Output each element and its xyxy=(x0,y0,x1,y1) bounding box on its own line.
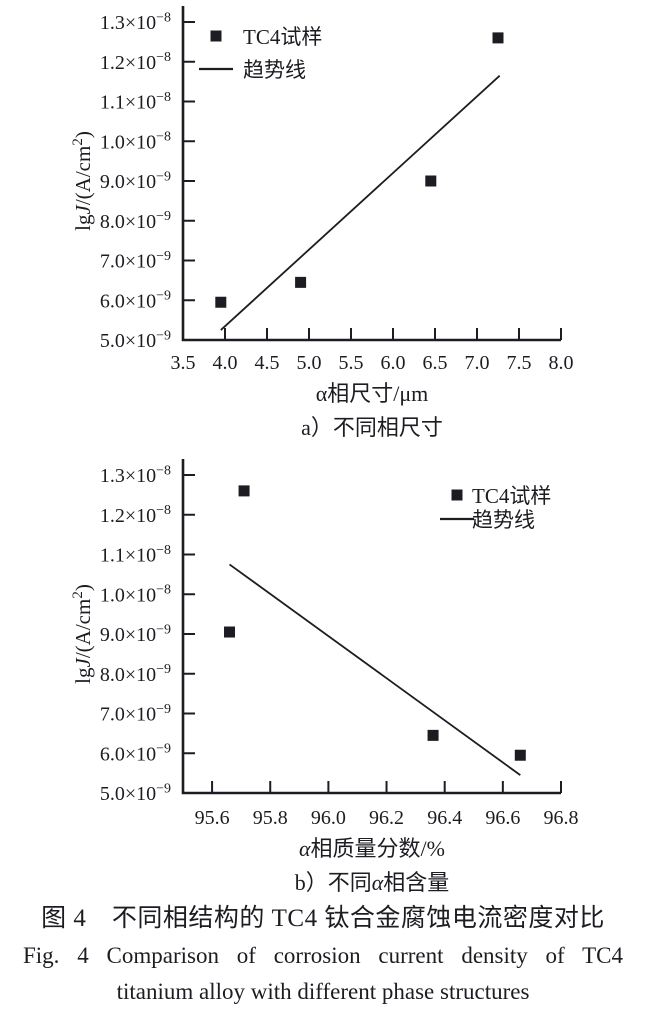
axis-spines xyxy=(181,6,561,342)
y-tick-label: 8.0×10−9 xyxy=(100,209,171,233)
y-tick-label: 5.0×10−9 xyxy=(100,328,171,352)
y-tick-label: 9.0×10−9 xyxy=(100,622,171,646)
y-axis-label: lgJ/(A/cm2) xyxy=(70,131,95,231)
x-tick-label: 95.6 xyxy=(195,807,230,829)
trend-line xyxy=(220,74,501,331)
y-tick-label: 5.0×10−9 xyxy=(100,781,171,805)
x-tick-label: 4.5 xyxy=(255,352,280,374)
x-tick-label: 4.0 xyxy=(213,352,238,374)
legend-marker-square-icon xyxy=(451,489,463,501)
y-tick-label: 6.0×10−9 xyxy=(100,742,171,766)
y-tick-label: 7.0×10−9 xyxy=(100,702,171,726)
figure-caption-en-line2: titanium alloy with different phase stru… xyxy=(116,979,530,1004)
y-tick-label: 1.0×10−8 xyxy=(100,583,171,607)
y-tick-label: 7.0×10−9 xyxy=(100,249,171,273)
x-tick-label: 96.0 xyxy=(311,807,346,829)
figure-caption-en-line1: Fig. 4 Comparison of corrosion current d… xyxy=(23,943,623,968)
x-tick-label: 96.2 xyxy=(369,807,404,829)
chart-a: 3.5 4.0 4.5 5.0 5.5 6.0 6.5 7.0 7.5 8.0 5.0×10−9 6.… xyxy=(70,6,574,440)
figure-caption-zh: 图 4 不同相结构的 TC4 钛合金腐蚀电流密度对比 xyxy=(41,905,605,932)
data-point xyxy=(514,749,526,761)
x-tick-label: 7.5 xyxy=(507,352,532,374)
y-tick-label: 6.0×10−9 xyxy=(100,289,171,313)
trend-line xyxy=(228,563,521,776)
x-tick-label: 96.6 xyxy=(485,807,520,829)
y-tick-label: 1.3×10−8 xyxy=(100,463,171,487)
panel-sub-caption: a）不同相尺寸 xyxy=(301,415,443,440)
y-tick-label: 1.2×10−8 xyxy=(100,50,171,74)
x-tick-label: 5.5 xyxy=(339,352,364,374)
x-tick-label: 95.8 xyxy=(253,807,288,829)
y-tick-label: 1.1×10−8 xyxy=(100,90,171,114)
legend-label-samples: TC4试样 xyxy=(472,484,551,508)
y-tick-label: 9.0×10−9 xyxy=(100,169,171,193)
data-point xyxy=(427,729,439,741)
legend-label-samples: TC4试样 xyxy=(243,25,322,49)
x-tick-label: 6.0 xyxy=(381,352,406,374)
x-axis-label: α相尺寸/μm xyxy=(316,381,429,406)
y-tick-label: 8.0×10−9 xyxy=(100,662,171,686)
data-point xyxy=(295,276,307,288)
data-point xyxy=(215,296,227,308)
figure-caption: 图 4 不同相结构的 TC4 钛合金腐蚀电流密度对比 Fig. 4 Compar… xyxy=(0,898,646,1009)
legend-label-trendline: 趋势线 xyxy=(243,58,306,82)
y-axis-label: lgJ/(A/cm2) xyxy=(70,584,95,684)
x-tick-label: 3.5 xyxy=(171,352,196,374)
chart-b: 95.6 95.8 96.0 96.2 96.4 96.6 96.8 5.0×10−9 6.0×… xyxy=(70,459,579,895)
data-point xyxy=(425,175,437,187)
y-tick-label: 1.1×10−8 xyxy=(100,543,171,567)
x-tick-label: 96.4 xyxy=(427,807,462,829)
y-tick-label: 1.0×10−8 xyxy=(100,130,171,154)
x-tick-label: 7.0 xyxy=(465,352,490,374)
y-tick-label: 1.3×10−8 xyxy=(100,10,171,34)
x-tick-label: 6.5 xyxy=(423,352,448,374)
x-tick-label: 8.0 xyxy=(549,352,574,374)
data-point xyxy=(238,485,250,497)
panel-sub-caption: b）不同α相含量 xyxy=(295,870,450,895)
x-tick-label: 96.8 xyxy=(544,807,579,829)
legend-marker-square-icon xyxy=(210,30,222,42)
legend-label-trendline: 趋势线 xyxy=(472,508,535,532)
data-point xyxy=(224,626,236,638)
x-tick-label: 5.0 xyxy=(297,352,322,374)
y-tick-label: 1.2×10−8 xyxy=(100,503,171,527)
x-axis-label: α相质量分数/% xyxy=(299,836,445,861)
data-point xyxy=(492,32,504,44)
